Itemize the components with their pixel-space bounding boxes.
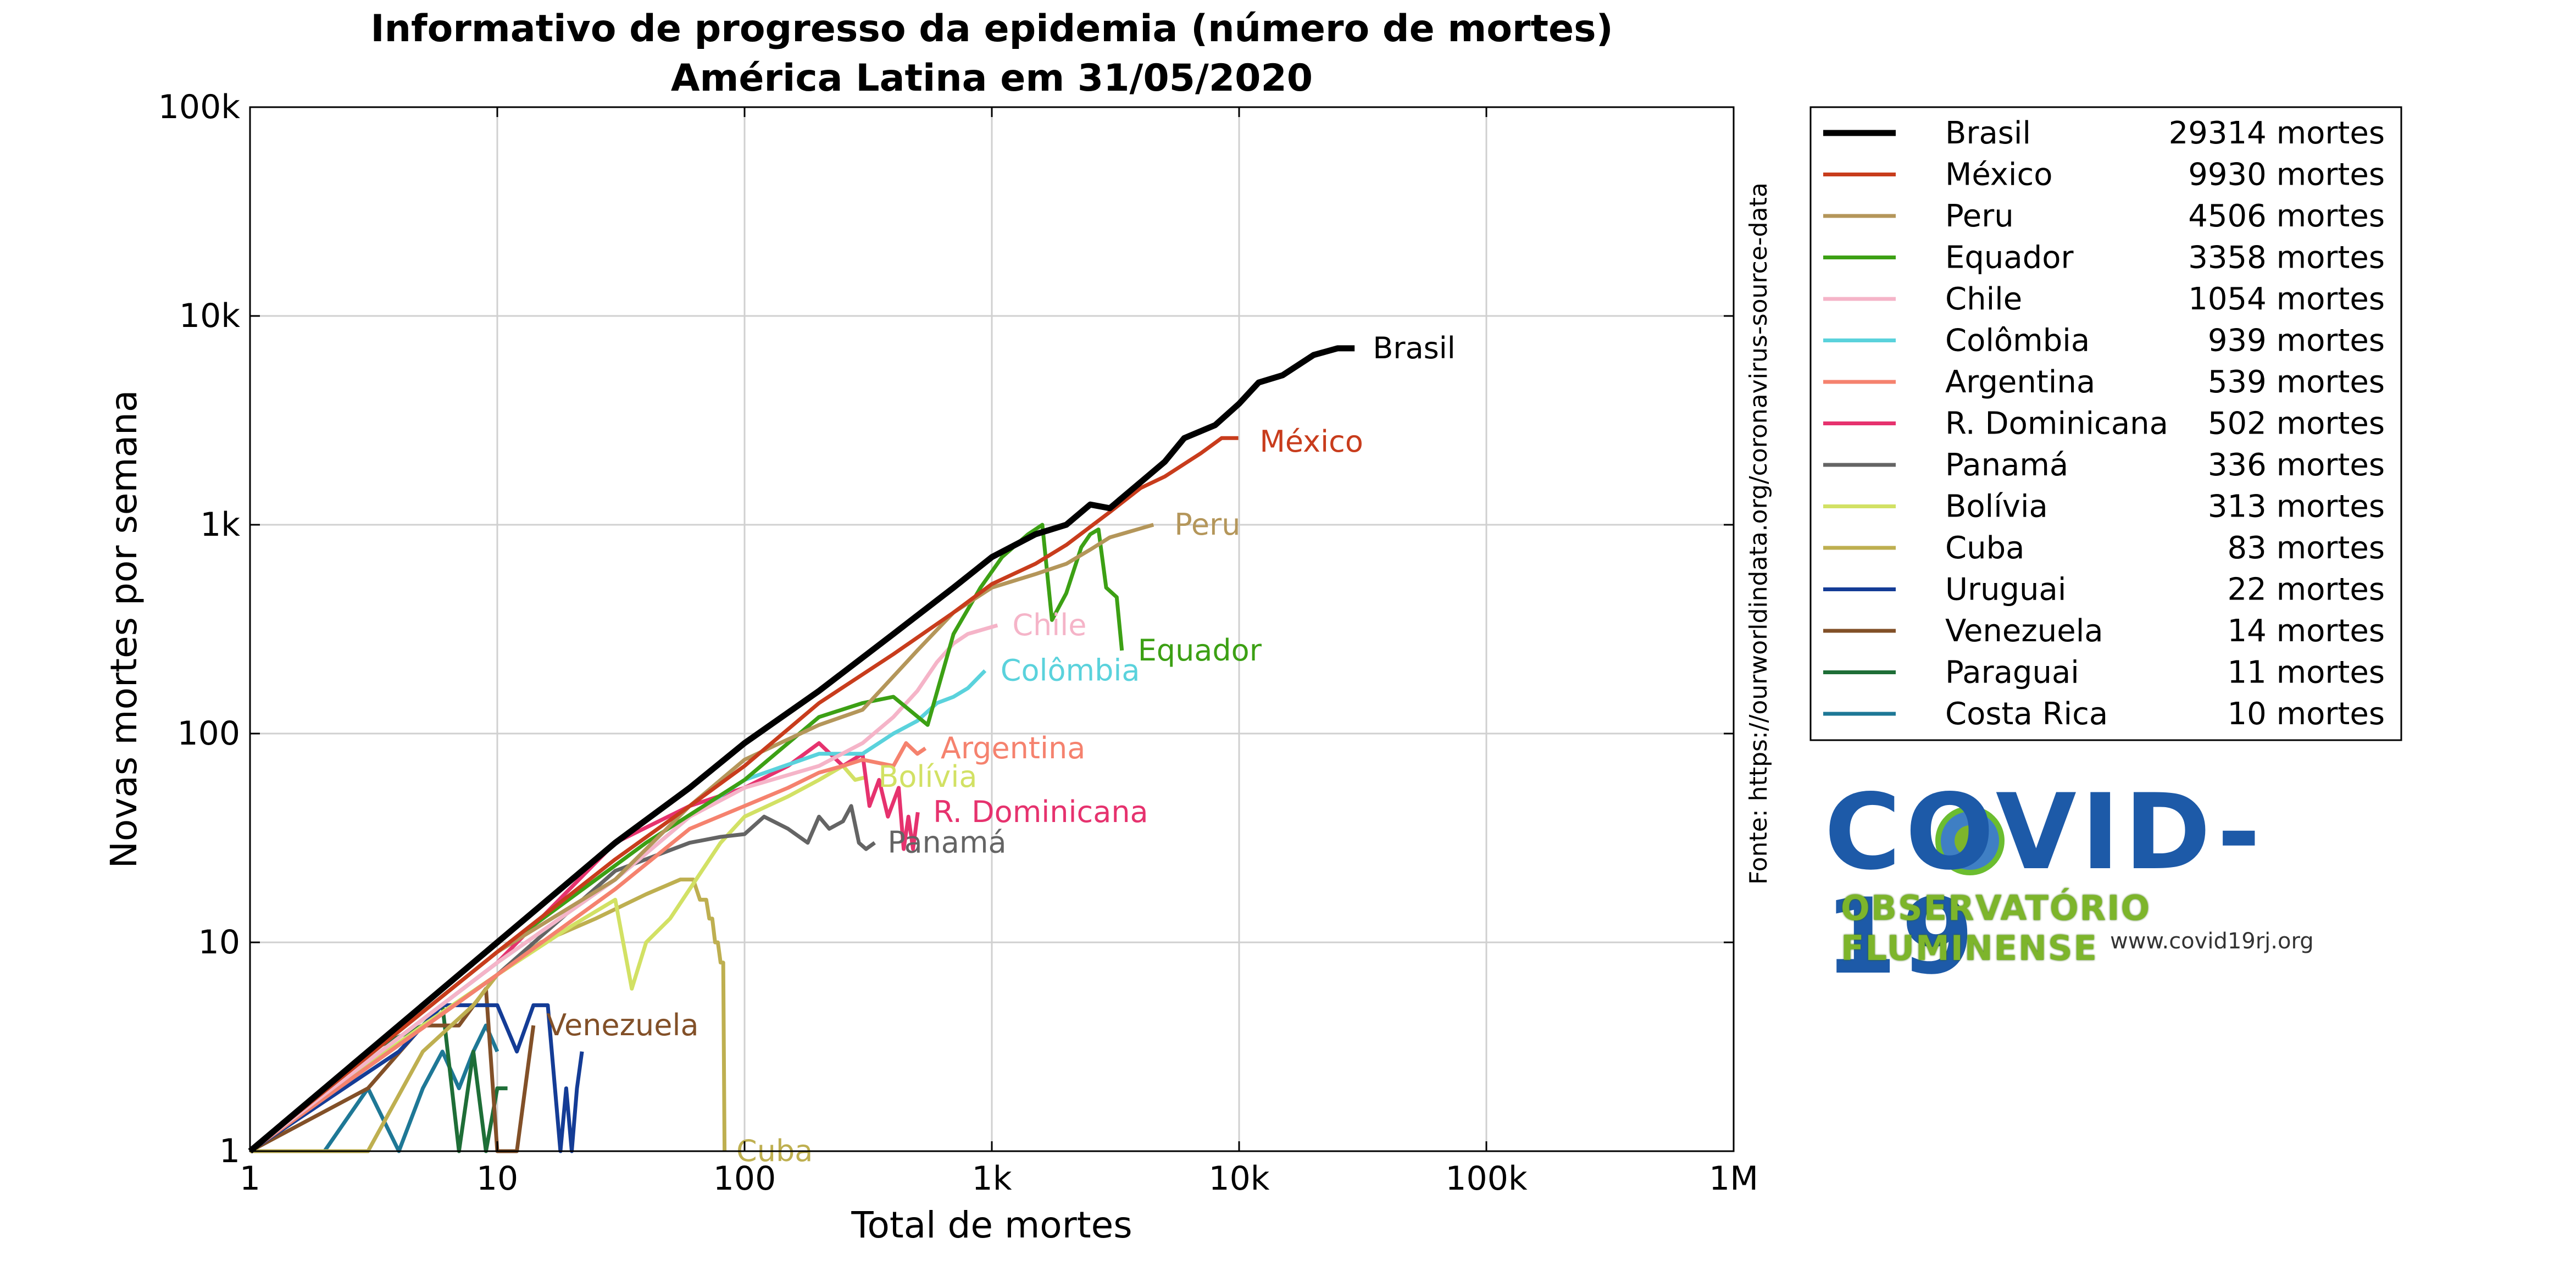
series-label: Peru (1174, 507, 1240, 542)
x-tick-label: 1 (240, 1159, 260, 1198)
series-label: Equador (1138, 633, 1262, 668)
series-line-11 (250, 878, 727, 1153)
legend: Brasil 29314 mortes México 9930 mortes Peru 4… (1809, 106, 2402, 741)
logo-url: www.covid19rj.org (2110, 929, 2314, 954)
chart-title-line-2: América Latina em 31/05/2020 (671, 57, 1313, 100)
legend-series-name: Argentina (1945, 364, 2095, 400)
legend-series-name: Panamá (1945, 447, 2068, 483)
y-tick-label: 1k (200, 506, 240, 544)
axis-ticks: 1 10 100 1k 10k 100k 1M 1 10 100 1k 10k 100k (158, 88, 1758, 1198)
legend-series-value: 11 mortes (2228, 655, 2385, 691)
series-label: R. Dominicana (933, 795, 1148, 829)
series-label: Argentina (941, 731, 1085, 765)
logo-subtitle: OBSERVATÓRIO FLUMINENSE (1841, 888, 2151, 968)
series-label: Bolívia (878, 759, 977, 794)
legend-series-name: Costa Rica (1945, 696, 2108, 732)
series-line-2 (248, 436, 1239, 1153)
legend-series-value: 29314 mortes (2169, 115, 2385, 151)
x-tick-label: 100 (713, 1159, 776, 1198)
legend-series-name: Chile (1945, 281, 2022, 317)
legend-series-name: R. Dominicana (1945, 406, 2168, 442)
legend-series-name: Venezuela (1945, 613, 2103, 649)
logo-title: COVID-19 (1824, 771, 2265, 997)
legend-series-value: 14 mortes (2228, 613, 2385, 649)
legend-series-name: Peru (1945, 198, 2014, 234)
series-line-1 (248, 345, 1355, 1154)
legend-series-name: Uruguai (1945, 572, 2066, 608)
series-label: Venezuela (546, 1008, 698, 1042)
x-tick-label: 100k (1445, 1159, 1528, 1198)
x-tick-label: 10k (1208, 1159, 1269, 1198)
series-line-12 (249, 1003, 584, 1153)
series-line-3 (248, 523, 1154, 1153)
series-labels: Brasil México Peru Equador Chile Colômbia Arge… (546, 331, 1456, 1168)
series-line-4 (248, 523, 1124, 1153)
series-lines (248, 345, 1355, 1154)
x-tick-label: 1M (1709, 1159, 1758, 1198)
series-label: México (1259, 424, 1363, 459)
legend-series-value: 9930 mortes (2188, 157, 2385, 193)
series-line-7 (248, 741, 927, 1153)
legend-series-value: 22 mortes (2228, 572, 2385, 608)
series-label: Chile (1012, 608, 1086, 642)
y-tick-label: 100 (177, 714, 240, 753)
y-tick-label: 100k (158, 88, 241, 126)
series-line-15 (250, 1023, 499, 1153)
legend-series-name: Cuba (1945, 530, 2024, 566)
virus-icon (1935, 806, 2005, 875)
series-label: Colômbia (1001, 653, 1140, 688)
series-line-8 (248, 741, 920, 1153)
covid19-logo: COVID-19 OBSERVATÓRIO FLUMINENSE www.cov… (1824, 780, 2352, 989)
legend-series-value: 83 mortes (2228, 530, 2385, 566)
legend-series-value: 3358 mortes (2188, 240, 2385, 276)
source-note: Fonte: https://ourworldindata.org/corona… (1745, 182, 1773, 885)
legend-series-value: 502 mortes (2208, 406, 2385, 442)
legend-series-name: México (1945, 157, 2053, 193)
legend-series-value: 4506 mortes (2188, 198, 2385, 234)
legend-frame (1809, 106, 2402, 741)
series-label: Panamá (887, 825, 1006, 860)
y-axis-label: Novas mortes por semana (103, 390, 145, 869)
legend-series-name: Equador (1945, 240, 2074, 276)
legend-series-value: 336 mortes (2208, 447, 2385, 483)
legend-series-value: 10 mortes (2228, 696, 2385, 732)
y-tick-label: 1 (219, 1132, 240, 1170)
x-axis-label: Total de mortes (851, 1204, 1132, 1246)
chart-title-line-1: Informativo de progresso da epidemia (nú… (370, 7, 1613, 51)
series-label: Brasil (1373, 331, 1455, 365)
legend-series-name: Paraguai (1945, 655, 2079, 691)
legend-series-name: Colômbia (1945, 323, 2090, 359)
legend-series-value: 1054 mortes (2188, 281, 2385, 317)
y-tick-label: 10k (179, 297, 240, 335)
legend-series-name: Bolívia (1945, 489, 2048, 525)
legend-series-value: 313 mortes (2208, 489, 2385, 525)
legend-series-name: Brasil (1945, 115, 2031, 151)
legend-series-value: 539 mortes (2208, 364, 2385, 400)
y-tick-label: 10 (198, 923, 240, 962)
x-tick-label: 1k (972, 1159, 1012, 1198)
series-line-10 (248, 764, 868, 1153)
legend-series-value: 939 mortes (2208, 323, 2385, 359)
x-tick-label: 10 (476, 1159, 518, 1198)
